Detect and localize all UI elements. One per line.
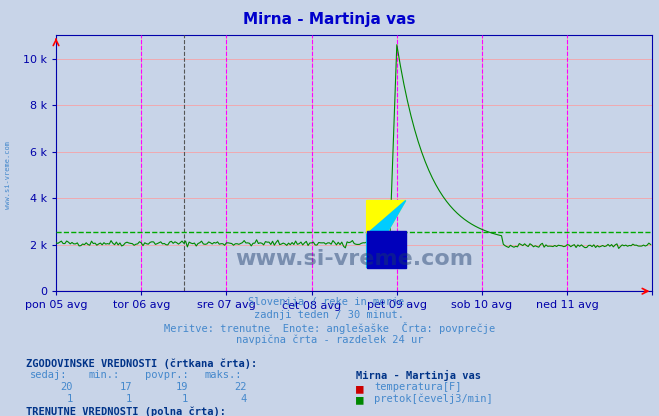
- Text: 1: 1: [67, 394, 72, 404]
- Text: ■: ■: [356, 394, 363, 406]
- Polygon shape: [366, 201, 406, 268]
- Text: ■: ■: [356, 382, 363, 395]
- Polygon shape: [366, 201, 406, 268]
- Text: 20: 20: [60, 382, 72, 392]
- Text: 22: 22: [235, 382, 247, 392]
- Text: zadnji teden / 30 minut.: zadnji teden / 30 minut.: [254, 310, 405, 320]
- Bar: [366, 231, 406, 268]
- Text: ZGODOVINSKE VREDNOSTI (črtkana črta):: ZGODOVINSKE VREDNOSTI (črtkana črta):: [26, 359, 258, 369]
- Text: povpr.:: povpr.:: [145, 370, 188, 380]
- Text: Mirna - Martinja vas: Mirna - Martinja vas: [243, 12, 416, 27]
- Text: pretok[čevelj3/min]: pretok[čevelj3/min]: [374, 394, 493, 404]
- Text: 4: 4: [241, 394, 247, 404]
- Text: 1: 1: [126, 394, 132, 404]
- Text: 1: 1: [182, 394, 188, 404]
- Text: Mirna - Martinja vas: Mirna - Martinja vas: [356, 370, 481, 381]
- Text: min.:: min.:: [89, 370, 120, 380]
- Text: temperatura[F]: temperatura[F]: [374, 382, 462, 392]
- Text: Meritve: trenutne  Enote: anglešaške  Črta: povprečje: Meritve: trenutne Enote: anglešaške Črta…: [164, 322, 495, 334]
- Text: www.si-vreme.com: www.si-vreme.com: [235, 249, 473, 269]
- Text: navpična črta - razdelek 24 ur: navpična črta - razdelek 24 ur: [236, 335, 423, 345]
- Text: TRENUTNE VREDNOSTI (polna črta):: TRENUTNE VREDNOSTI (polna črta):: [26, 406, 226, 416]
- Text: sedaj:: sedaj:: [30, 370, 67, 380]
- Text: 19: 19: [175, 382, 188, 392]
- Text: maks.:: maks.:: [204, 370, 242, 380]
- Text: www.si-vreme.com: www.si-vreme.com: [5, 141, 11, 209]
- Text: Slovenija / reke in morje.: Slovenija / reke in morje.: [248, 297, 411, 307]
- Text: 17: 17: [119, 382, 132, 392]
